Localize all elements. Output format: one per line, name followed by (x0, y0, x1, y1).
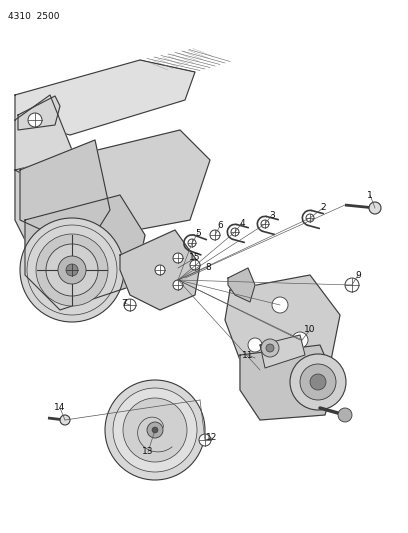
Polygon shape (18, 96, 60, 130)
Text: 1: 1 (367, 190, 373, 199)
Circle shape (60, 415, 70, 425)
Circle shape (173, 280, 183, 290)
Circle shape (28, 113, 42, 127)
Circle shape (231, 228, 239, 236)
Text: 10: 10 (304, 326, 316, 335)
Circle shape (248, 338, 262, 352)
Circle shape (345, 278, 359, 292)
Text: 6: 6 (217, 222, 223, 230)
Polygon shape (15, 130, 210, 250)
Circle shape (190, 260, 200, 270)
Text: 12: 12 (206, 433, 218, 442)
Circle shape (306, 214, 314, 222)
Circle shape (369, 202, 381, 214)
Text: 11: 11 (242, 351, 254, 359)
Circle shape (266, 344, 274, 352)
Circle shape (46, 244, 98, 296)
Text: 4310  2500: 4310 2500 (8, 12, 60, 21)
Text: 5: 5 (195, 229, 201, 238)
Text: 8: 8 (205, 263, 211, 272)
Text: 7: 7 (121, 298, 127, 308)
Text: 14: 14 (54, 403, 66, 413)
Circle shape (105, 380, 205, 480)
Polygon shape (225, 275, 340, 390)
Circle shape (155, 265, 165, 275)
Circle shape (188, 239, 196, 247)
Circle shape (147, 422, 163, 438)
Polygon shape (240, 345, 335, 420)
Circle shape (338, 408, 352, 422)
Circle shape (58, 256, 86, 284)
Polygon shape (228, 268, 255, 302)
Text: 2: 2 (320, 204, 326, 213)
Polygon shape (120, 230, 200, 310)
Text: 4: 4 (239, 219, 245, 228)
Polygon shape (15, 95, 80, 200)
Text: 3: 3 (269, 211, 275, 220)
Circle shape (300, 364, 336, 400)
Circle shape (124, 299, 136, 311)
Circle shape (261, 220, 269, 228)
Circle shape (199, 434, 211, 446)
Text: 15: 15 (189, 254, 201, 262)
Polygon shape (20, 140, 110, 250)
Circle shape (272, 297, 288, 313)
Polygon shape (15, 60, 195, 135)
Circle shape (20, 218, 124, 322)
Text: 13: 13 (142, 448, 154, 456)
Circle shape (36, 234, 108, 306)
Polygon shape (260, 335, 305, 368)
Circle shape (261, 339, 279, 357)
Circle shape (310, 374, 326, 390)
Circle shape (152, 427, 158, 433)
Circle shape (210, 230, 220, 240)
Polygon shape (25, 195, 145, 310)
Circle shape (123, 398, 187, 462)
Circle shape (290, 354, 346, 410)
Circle shape (66, 264, 78, 276)
Circle shape (113, 388, 197, 472)
Text: 9: 9 (355, 271, 361, 279)
Circle shape (173, 253, 183, 263)
Circle shape (292, 332, 308, 348)
